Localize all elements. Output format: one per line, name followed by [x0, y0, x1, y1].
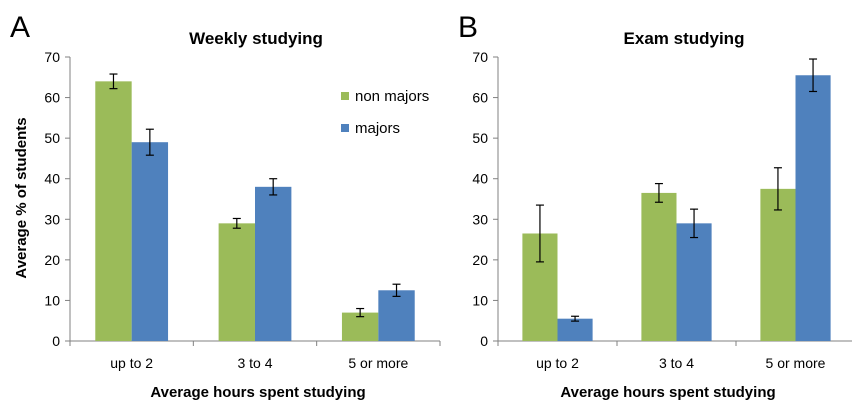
y-tick-label: 0 [480, 333, 488, 349]
y-tick-label: 10 [44, 292, 60, 308]
legend-label: majors [355, 120, 400, 137]
y-tick-label: 30 [472, 211, 488, 227]
error-bar [232, 217, 241, 229]
bar [641, 192, 677, 341]
error-bar [809, 58, 818, 93]
x-axis-title: Average hours spent studying [560, 384, 775, 401]
y-tick-label: 70 [44, 49, 60, 65]
error-bar [109, 73, 118, 90]
legend-swatch [341, 92, 349, 100]
chart-panel-a: A Weekly studying 0 10 20 30 40 50 60 70 up to 2 3 … [10, 11, 441, 401]
error-bar [571, 315, 580, 322]
y-tick-label: 70 [472, 49, 488, 65]
y-tick-label: 40 [472, 171, 488, 187]
bar [557, 318, 593, 341]
bar [378, 290, 415, 341]
chart-title: Exam studying [624, 29, 745, 48]
bar [255, 186, 292, 341]
y-tick-label: 60 [44, 90, 60, 106]
y-tick-label: 20 [44, 252, 60, 268]
x-tick-label: 5 or more [348, 355, 408, 371]
x-tick-label: 5 or more [766, 355, 826, 371]
bar [131, 142, 169, 341]
chart-title: Weekly studying [189, 29, 323, 48]
y-axis-title: Average % of students [13, 117, 30, 278]
y-tick-label: 40 [44, 171, 60, 187]
x-tick-label: up to 2 [110, 355, 153, 371]
error-bar [356, 307, 365, 318]
y-tick-label: 50 [472, 130, 488, 146]
x-tick-label: 3 to 4 [659, 355, 694, 371]
legend: non majors majors [341, 88, 429, 137]
y-tick-label: 50 [44, 130, 60, 146]
y-tick-label: 0 [52, 333, 60, 349]
error-bar [535, 204, 544, 263]
y-tick-label: 60 [472, 90, 488, 106]
chart-panel-b: B Exam studying 0 10 20 30 40 50 60 70 up to 2 3 to… [458, 11, 852, 401]
bar [218, 223, 255, 341]
x-tick-label: 3 to 4 [237, 355, 272, 371]
bar [341, 312, 379, 341]
legend-swatch [341, 124, 349, 132]
panel-letter: A [10, 11, 30, 44]
y-tick-label: 20 [472, 252, 488, 268]
error-bar [392, 283, 401, 297]
bar [795, 75, 831, 341]
bar [760, 188, 796, 341]
error-bar [690, 208, 699, 239]
panel-letter: B [458, 11, 478, 44]
x-axis-title: Average hours spent studying [150, 384, 365, 401]
bar [95, 81, 132, 341]
x-tick-label: up to 2 [536, 355, 579, 371]
error-bar [773, 167, 782, 211]
y-tick-label: 10 [472, 292, 488, 308]
error-bar [145, 128, 154, 156]
bar [676, 223, 712, 341]
error-bar [654, 182, 663, 203]
error-bar [269, 178, 278, 196]
y-tick-label: 30 [44, 211, 60, 227]
legend-label: non majors [355, 88, 429, 105]
